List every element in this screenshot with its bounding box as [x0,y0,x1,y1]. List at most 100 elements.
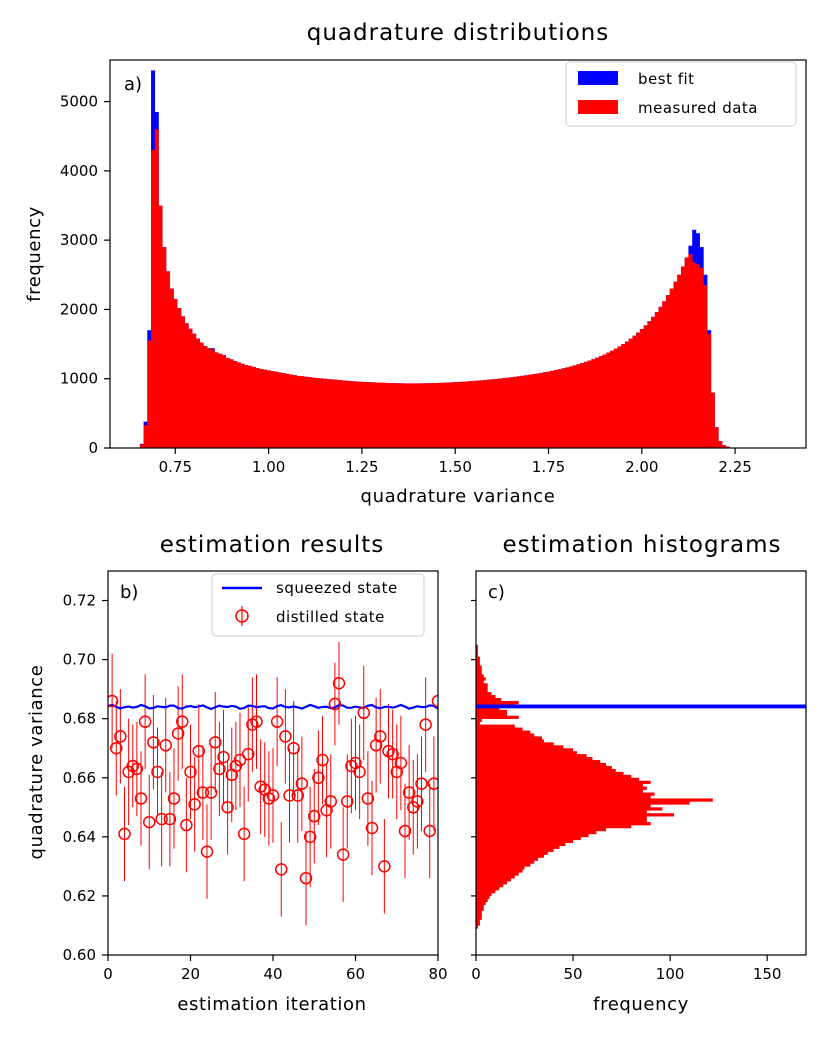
histogram-bar [476,739,544,743]
legend-label-distilled: distilled state [276,608,385,626]
distilled-state-points [108,676,438,885]
data-bar [188,328,193,448]
distilled-point [357,706,370,720]
data-bar [419,383,424,448]
histogram-bar [476,689,488,693]
data-bar [606,352,611,448]
y-tick-label: 0.60 [63,946,96,964]
distilled-point [176,715,189,728]
data-bar [632,335,637,448]
data-bar [244,365,249,448]
distilled-point [287,741,300,755]
data-bar [281,373,286,448]
distilled-point [134,792,148,805]
plot-frame [475,570,807,956]
distilled-point [283,789,296,802]
data-bar [572,365,577,448]
histogram-bar [476,801,690,805]
data-bar [296,375,301,448]
data-bar [352,381,357,448]
data-bar [527,374,532,448]
histogram-bar [476,798,713,802]
histogram-bar [476,709,508,714]
distilled-point [427,777,438,790]
data-bar [177,308,182,448]
y-axis-ticks: 0 1000 2000 3000 4000 5000 [60,93,110,457]
histogram-bar [476,813,674,817]
data-bar [311,377,316,448]
histogram-bar [476,887,500,891]
distilled-point [114,730,127,743]
x-tick-label: 1.25 [345,458,378,476]
distilled-point [250,715,263,728]
squeezed-state-bar [476,704,806,709]
histogram-bar [476,804,651,808]
histogram-bar [476,845,560,849]
data-bar [165,271,171,448]
data-bar [714,427,719,448]
x-tick-label: 1.75 [532,458,565,476]
distilled-point [299,871,313,885]
distilled-point [204,786,218,799]
data-bar [248,365,253,448]
legend-label-best-fit: best fit [638,70,695,88]
distilled-point [108,694,119,708]
distilled-point [291,789,304,802]
data-bar [479,380,484,448]
data-bar [531,374,536,448]
data-bar [139,444,144,448]
data-bar [322,378,327,448]
distilled-point [374,730,387,743]
histogram-bar [476,816,647,820]
y-tick-label: 0.68 [63,710,96,728]
data-bar [218,353,223,448]
data-bar [516,376,521,448]
histogram-bar [476,665,482,669]
y-tick-label: 3000 [60,231,98,249]
histogram-bar [476,819,647,823]
distilled-point [118,827,131,841]
y-tick-label: 0.72 [63,592,96,610]
plot-frame [109,59,807,449]
histogram-bar [476,653,478,657]
data-bar [236,362,241,448]
data-bar [561,368,566,448]
histogram-bar [476,833,589,838]
data-bar [207,348,212,448]
y-tick-label: 0.70 [63,651,96,669]
data-bar [554,370,559,448]
histogram-bar [476,878,511,882]
data-bar [651,316,656,448]
squeezed-state-line [108,703,438,711]
histogram-bar [476,913,482,917]
histogram-bar [476,890,496,894]
data-bar [557,369,562,448]
histogram-bar [476,807,663,811]
data-bar [662,301,667,448]
data-bar [658,306,663,448]
x-tick-label: 80 [428,965,447,983]
data-bar [225,357,230,448]
histogram-bar [476,884,504,888]
data-bar [680,266,686,448]
data-bar [404,383,409,448]
data-bar [333,379,338,448]
data-bar [636,332,641,448]
data-bar [162,247,167,448]
data-bar [154,129,159,449]
distilled-point [275,863,288,876]
distilled-point [316,753,329,767]
data-bar [363,382,368,448]
distilled-point [361,792,375,805]
data-bar [251,366,256,448]
distilled-point [402,786,416,799]
histogram-bar [476,733,535,737]
data-bar [285,373,290,448]
data-bar [647,321,652,448]
data-bar [270,371,275,448]
data-bar [434,383,439,448]
data-bar [643,325,648,448]
data-bar [371,382,376,448]
distilled-point [312,771,325,785]
x-tick-label: 20 [181,965,200,983]
